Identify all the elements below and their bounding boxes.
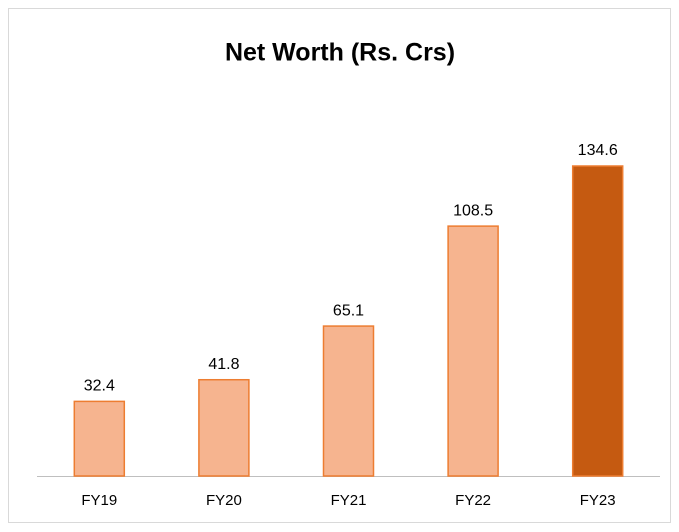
- x-tick-label: FY21: [331, 492, 367, 509]
- bar: [571, 165, 624, 477]
- data-label: 41.8: [208, 356, 239, 373]
- x-tick-label: FY19: [81, 492, 117, 509]
- data-label: 134.6: [578, 142, 618, 159]
- data-label: 32.4: [84, 378, 115, 395]
- x-tick-label: FY20: [206, 492, 242, 509]
- x-tick-label: FY23: [580, 492, 616, 509]
- bar: [447, 225, 499, 477]
- data-label: 65.1: [333, 302, 364, 319]
- data-label: 108.5: [453, 202, 493, 219]
- bar: [322, 325, 375, 477]
- chart-title: Net Worth (Rs. Crs): [225, 39, 455, 67]
- x-tick-label: FY22: [455, 492, 491, 509]
- bar: [73, 400, 126, 477]
- bar: [198, 378, 250, 477]
